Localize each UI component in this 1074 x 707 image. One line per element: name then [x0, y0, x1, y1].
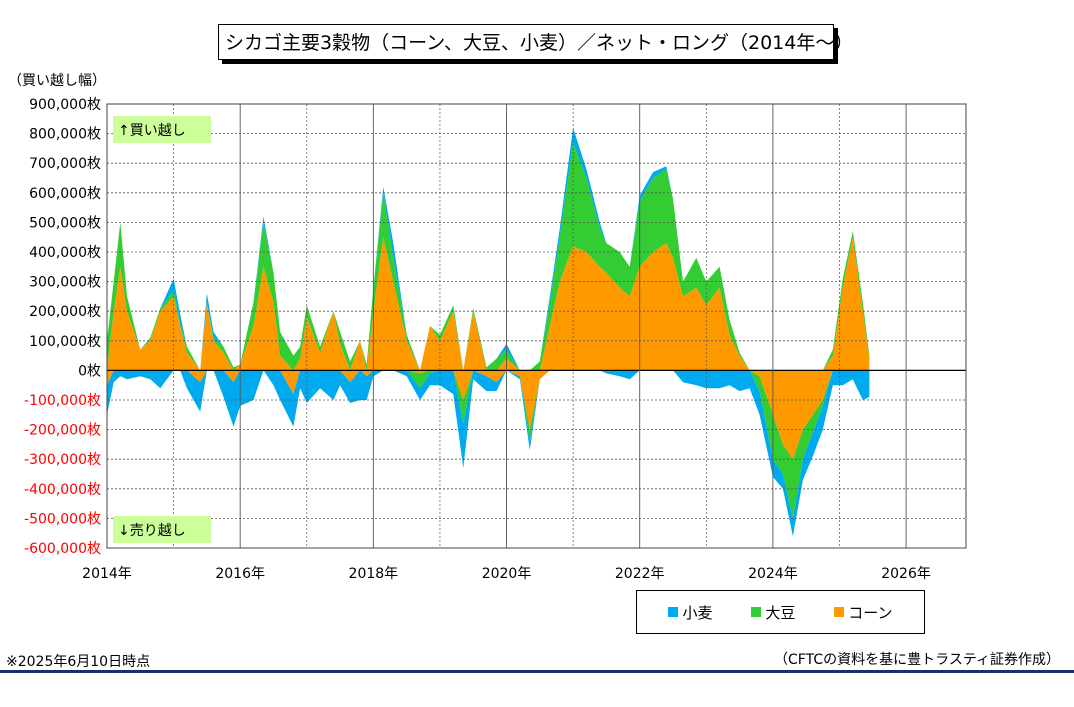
y-axis-label: （買い越し幅）: [8, 73, 106, 89]
y-tick-label: 100,000枚: [29, 334, 101, 350]
area-コーン-negative: [107, 370, 870, 460]
x-tick-label: 2026年: [881, 566, 931, 582]
y-tick-labels: 900,000枚 800,000枚 700,000枚 600,000枚 500,000枚…: [24, 97, 101, 557]
annotations: ↑買い越し ↓売り越し: [113, 116, 211, 543]
x-tick-label: 2014年: [82, 566, 132, 582]
y-tick-label: -300,000枚: [24, 452, 101, 468]
y-tick-label: 500,000枚: [29, 215, 101, 231]
area-コーン-positive: [107, 237, 870, 371]
annotation-upper-bg: [113, 116, 211, 143]
legend: 小麦 大豆 コーン: [636, 590, 925, 634]
annotation-lower: ↓売り越し: [118, 523, 186, 539]
x-tick-label: 2022年: [615, 566, 665, 582]
area-大豆-positive: [107, 142, 870, 371]
y-tick-label: -200,000枚: [24, 423, 101, 439]
legend-swatch: [751, 607, 762, 617]
bottom-rule: [0, 670, 1074, 673]
y-tick-label: 200,000枚: [29, 304, 101, 320]
legend-item: 大豆: [751, 602, 795, 623]
plot-border: [106, 103, 967, 549]
x-tick-label: 2020年: [482, 566, 532, 582]
x-tick-labels: 2014年 2016年 2018年 2020年 2022年 2024年 2026年: [82, 566, 931, 582]
legend-label: 大豆: [765, 603, 796, 622]
y-tick-label: -500,000枚: [24, 511, 101, 527]
source-note: （CFTCの資料を基に豊トラスティ証券作成）: [774, 652, 1060, 668]
footnote: ※2025年6月10日時点: [6, 654, 151, 670]
y-tick-label: -400,000枚: [24, 482, 101, 498]
area-大豆-negative: [107, 370, 870, 519]
x-tick-label: 2024年: [748, 566, 798, 582]
legend-label: 小麦: [682, 603, 713, 622]
y-tick-label: 400,000枚: [29, 245, 101, 261]
y-tick-label: 0枚: [78, 363, 101, 379]
legend-label: コーン: [848, 603, 893, 622]
y-tick-label: -600,000枚: [24, 541, 101, 557]
stacked-areas: [107, 127, 870, 537]
chart-title: シカゴ主要3穀物（コーン、大豆、小麦）／ネット・ロング（2014年～）: [218, 24, 853, 60]
legend-swatch: [834, 607, 845, 617]
grid-lines: [106, 103, 967, 549]
area-小麦-positive: [107, 127, 870, 371]
y-tick-label: -100,000枚: [24, 393, 101, 409]
area-小麦-negative: [107, 370, 870, 537]
legend-swatch: [668, 607, 679, 617]
y-tick-label: 600,000枚: [29, 186, 101, 202]
legend-item: 小麦: [668, 602, 712, 623]
y-tick-label: 900,000枚: [29, 97, 101, 113]
y-tick-label: 700,000枚: [29, 156, 101, 172]
annotation-upper: ↑買い越し: [118, 123, 186, 139]
y-tick-label: 300,000枚: [29, 275, 101, 291]
x-tick-label: 2016年: [215, 566, 265, 582]
annotation-lower-bg: [113, 516, 211, 543]
legend-item: コーン: [834, 602, 893, 623]
y-tick-label: 800,000枚: [29, 127, 101, 143]
x-tick-label: 2018年: [349, 566, 399, 582]
